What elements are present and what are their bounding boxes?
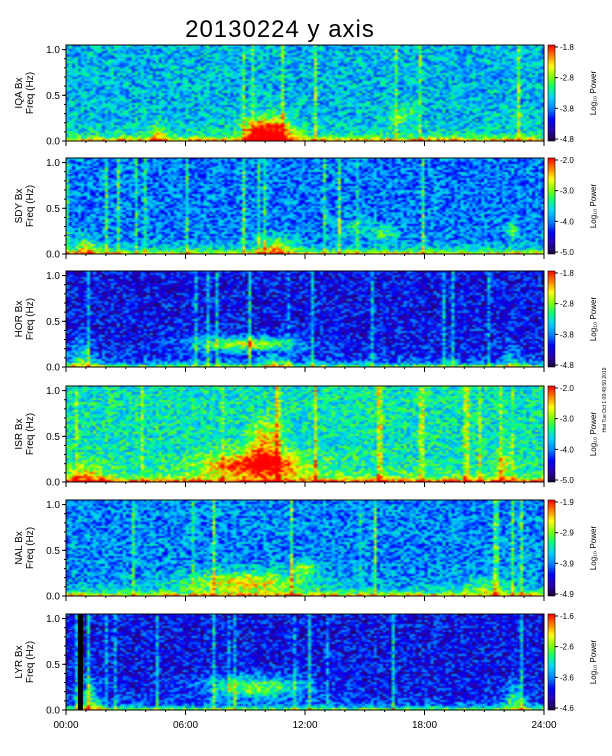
colorbar-tick-label: -4.8 [560,135,574,144]
colorbar-tick-label: -3.8 [560,104,574,113]
colorbar-label: Log₁₀ Power [589,297,598,342]
x-tick-label: 24:00 [531,720,556,731]
y-tick-label: 0.5 [46,204,60,215]
colorbar-tick-label: -1.6 [560,612,574,621]
colorbar-tick-label: -2.8 [560,300,574,309]
y-tick-label: 0.0 [46,363,60,374]
station-label: HOR Bx [14,301,25,338]
colorbar-label: Log₁₀ Power [589,526,598,571]
x-tick-label: 06:00 [173,720,198,731]
spectrogram-image [66,614,544,710]
station-label: SDY Bx [14,189,25,224]
freq-axis-label: Freq (Hz) [25,641,36,683]
colorbar-tick-label: -2.6 [560,643,574,652]
spectrogram-image [66,158,544,254]
y-tick-label: 0.0 [46,250,60,261]
y-tick-label: 0.0 [46,592,60,603]
spectrogram-image [66,386,544,482]
y-tick-label: 0.5 [46,317,60,328]
y-tick-label: 1.0 [46,45,60,56]
spectrogram-panel: 0.0 0.5 1.0 IQA Bx Freq (Hz) -1.8 -2.8 -3.8 -4.8… [14,43,598,148]
station-label: ISR Bx [14,418,25,449]
y-tick-label: 0.0 [46,706,60,717]
colorbar [547,157,556,255]
y-tick-label: 1.0 [46,158,60,169]
y-tick-label: 1.0 [46,271,60,282]
freq-axis-label: Freq (Hz) [25,72,36,114]
colorbar-tick-label: -2.8 [560,74,574,83]
colorbar-tick-label: -4.9 [560,590,574,599]
station-label: IQA Bx [14,77,25,108]
x-tick-label: 12:00 [292,720,317,731]
spectrogram-panel: 0.0 0.5 1.0 SDY Bx Freq (Hz) -2.0 -3.0 -4.0 -5.0… [14,156,598,261]
colorbar-tick-label: -2.0 [560,384,574,393]
y-tick-label: 0.5 [46,91,60,102]
spectrogram-panel: 0.0 0.5 1.0 NAL Bx Freq (Hz) -1.9 -2.9 -3.9 -4.9… [14,498,598,603]
colorbar [547,385,556,483]
figure-title: 20130224 y axis [185,16,375,43]
spectrogram-panel: 0.0 0.5 1.0 HOR Bx Freq (Hz) -1.8 -2.8 -3.8 -4.8… [14,269,598,374]
colorbar-label: Log₁₀ Power [589,184,598,229]
freq-axis-label: Freq (Hz) [25,413,36,455]
y-tick-label: 0.5 [46,546,60,557]
colorbar-tick-label: -4.0 [560,445,574,454]
colorbar-tick-label: -4.0 [560,217,574,226]
x-tick-label: 18:00 [412,720,437,731]
station-label: NAL Bx [14,531,25,565]
colorbar-tick-label: -4.6 [560,704,574,713]
colorbar-tick-label: -1.8 [560,43,574,52]
freq-axis-label: Freq (Hz) [25,185,36,227]
colorbar-tick-label: -5.0 [560,248,574,257]
spectrogram-image [66,500,544,596]
y-tick-label: 0.5 [46,432,60,443]
spectrogram-panel: 0.0 0.5 1.0 ISR Bx Freq (Hz) -2.0 -3.0 -4.0 -5.0… [14,384,598,489]
colorbar-tick-label: -3.6 [560,673,574,682]
y-tick-label: 1.0 [46,614,60,625]
y-tick-label: 1.0 [46,500,60,511]
spectrogram-panel: 0.0 0.5 1.0 LYR Bx Freq (Hz) -1.6 -2.6 -3.6 -4.6… [14,612,598,717]
colorbar-tick-label: -3.8 [560,330,574,339]
colorbar-tick-label: -2.0 [560,156,574,165]
station-label: LYR Bx [14,645,25,678]
colorbar [547,270,556,368]
side-note: Hist Tue Oct 1 09:49:50 2019 [602,367,608,432]
colorbar-tick-label: -1.8 [560,269,574,278]
data-gap [77,614,83,710]
y-tick-label: 0.0 [46,478,60,489]
spectrogram-image [66,271,544,367]
colorbar [547,499,556,597]
colorbar-tick-label: -3.0 [560,187,574,196]
freq-axis-label: Freq (Hz) [25,298,36,340]
x-tick-label: 00:00 [53,720,78,731]
freq-axis-label: Freq (Hz) [25,527,36,569]
colorbar [547,44,556,142]
y-tick-label: 1.0 [46,386,60,397]
y-tick-label: 0.5 [46,660,60,671]
colorbar-tick-label: -3.9 [560,559,574,568]
colorbar-label: Log₁₀ Power [589,640,598,685]
colorbar-tick-label: -2.9 [560,529,574,538]
spectrogram-image [66,45,544,141]
y-tick-label: 0.0 [46,137,60,148]
colorbar-tick-label: -1.9 [560,498,574,507]
colorbar-tick-label: -4.8 [560,361,574,370]
colorbar-label: Log₁₀ Power [589,412,598,457]
colorbar [547,613,556,711]
colorbar-tick-label: -3.0 [560,415,574,424]
colorbar-label: Log₁₀ Power [589,71,598,116]
colorbar-tick-label: -5.0 [560,476,574,485]
